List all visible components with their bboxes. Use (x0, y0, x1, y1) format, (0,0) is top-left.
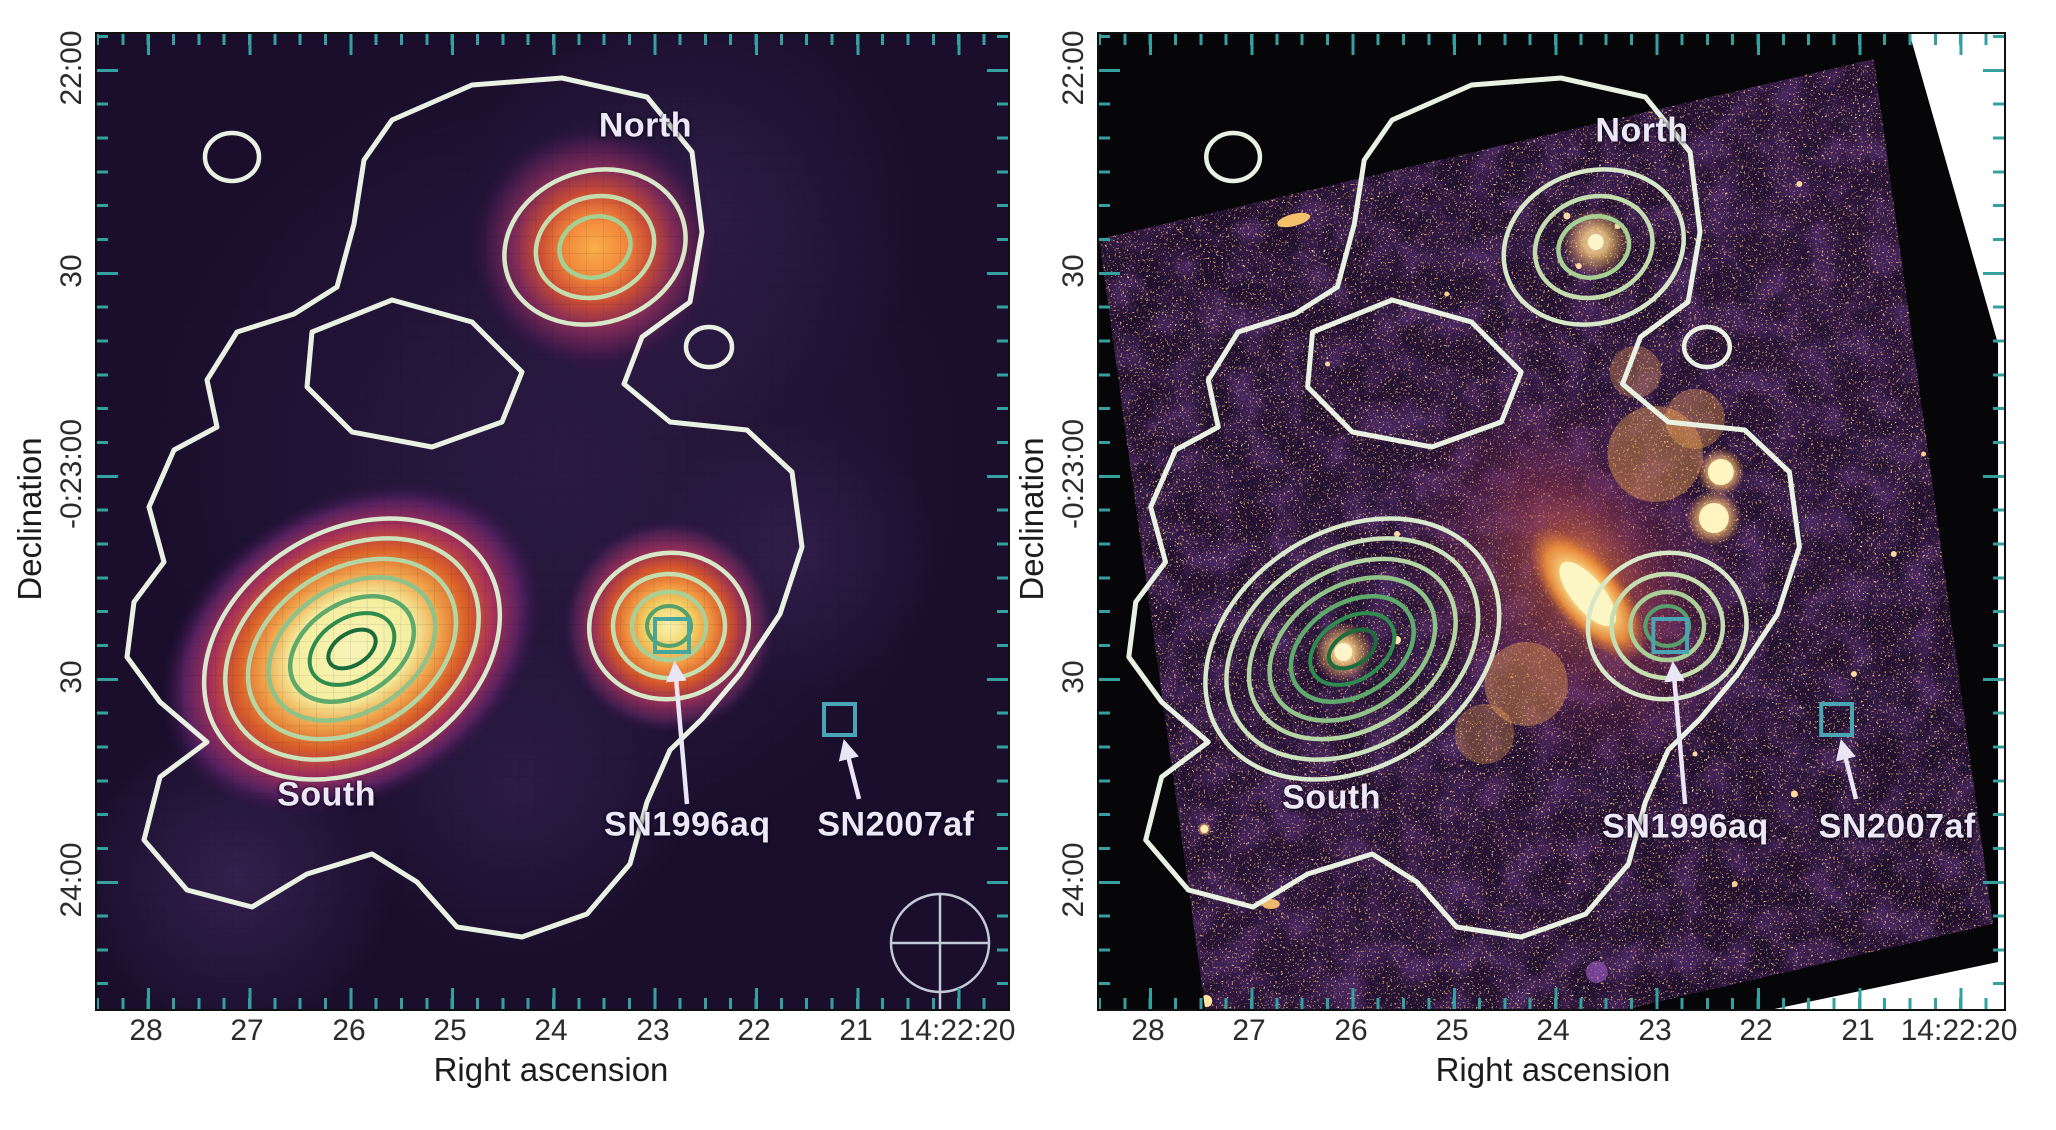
ytick-30a: 30 (55, 254, 88, 288)
xtick-25: 25 (1435, 1014, 1469, 1047)
ytick-30b: 30 (55, 660, 88, 694)
label-north: North (1595, 111, 1689, 150)
ytick-0-23-00: -0:23:00 (55, 418, 88, 530)
y-axis-title: Declination (1013, 437, 1050, 601)
sn1996aq-marker-square (1651, 617, 1690, 654)
sn1996aq-marker-square (653, 617, 691, 654)
xtick-26: 26 (1334, 1014, 1368, 1047)
label-south: South (277, 775, 376, 813)
ytick-22-00: 22:00 (55, 30, 88, 106)
panel-radio-contour-map: North South SN1996aq SN2007af (95, 32, 1010, 1011)
label-sn1996aq: SN1996aq (1602, 807, 1769, 846)
xtick-21: 21 (839, 1014, 873, 1047)
sn2007af-arrow (838, 738, 862, 800)
optical-map-canvas (1099, 34, 2004, 1009)
xtick-14-22-20: 14:22:20 (898, 1014, 1016, 1047)
sn1996aq-arrow (666, 660, 690, 805)
xtick-28: 28 (1131, 1014, 1165, 1047)
xtick-22: 22 (737, 1014, 771, 1047)
ytick-22-00: 22:00 (1057, 30, 1090, 106)
ytick-30b: 30 (1057, 660, 1090, 694)
sn2007af-marker-square (822, 702, 857, 737)
sn2007af-arrow (1835, 738, 1859, 800)
y-axis-title: Declination (11, 437, 48, 601)
pixelation-overlay (97, 34, 1008, 1009)
ytick-0-23-00: -0:23:00 (1057, 418, 1090, 530)
sn2007af-marker-square (1819, 702, 1854, 737)
xtick-24: 24 (534, 1014, 568, 1047)
xtick-21: 21 (1841, 1014, 1875, 1047)
purple-nebula-dot (1585, 961, 1608, 983)
radio-map-canvas (97, 34, 1008, 1009)
xtick-14-22-20: 14:22:20 (1900, 1014, 2018, 1047)
label-north: North (598, 106, 692, 145)
label-sn1996aq: SN1996aq (604, 805, 771, 844)
xtick-25: 25 (433, 1014, 467, 1047)
label-sn2007af: SN2007af (1818, 807, 1976, 846)
label-sn2007af: SN2007af (817, 805, 975, 844)
background-galaxy (1277, 212, 1311, 228)
xtick-22: 22 (1739, 1014, 1773, 1047)
xtick-24: 24 (1536, 1014, 1570, 1047)
label-south: South (1282, 778, 1381, 817)
sn1996aq-arrow (1664, 660, 1688, 805)
x-axis-title: Right ascension (433, 1051, 669, 1088)
xtick-28: 28 (129, 1014, 163, 1047)
ytick-24-00: 24:00 (55, 842, 88, 918)
ytick-24-00: 24:00 (1057, 842, 1090, 918)
xtick-23: 23 (636, 1014, 670, 1047)
x-axis-title: Right ascension (1435, 1051, 1671, 1088)
xtick-23: 23 (1638, 1014, 1672, 1047)
ytick-30a: 30 (1057, 254, 1090, 288)
panel-optical-image-map: North South SN1996aq SN2007af (1097, 32, 2006, 1011)
xtick-26: 26 (332, 1014, 366, 1047)
xtick-27: 27 (230, 1014, 264, 1047)
xtick-27: 27 (1232, 1014, 1266, 1047)
